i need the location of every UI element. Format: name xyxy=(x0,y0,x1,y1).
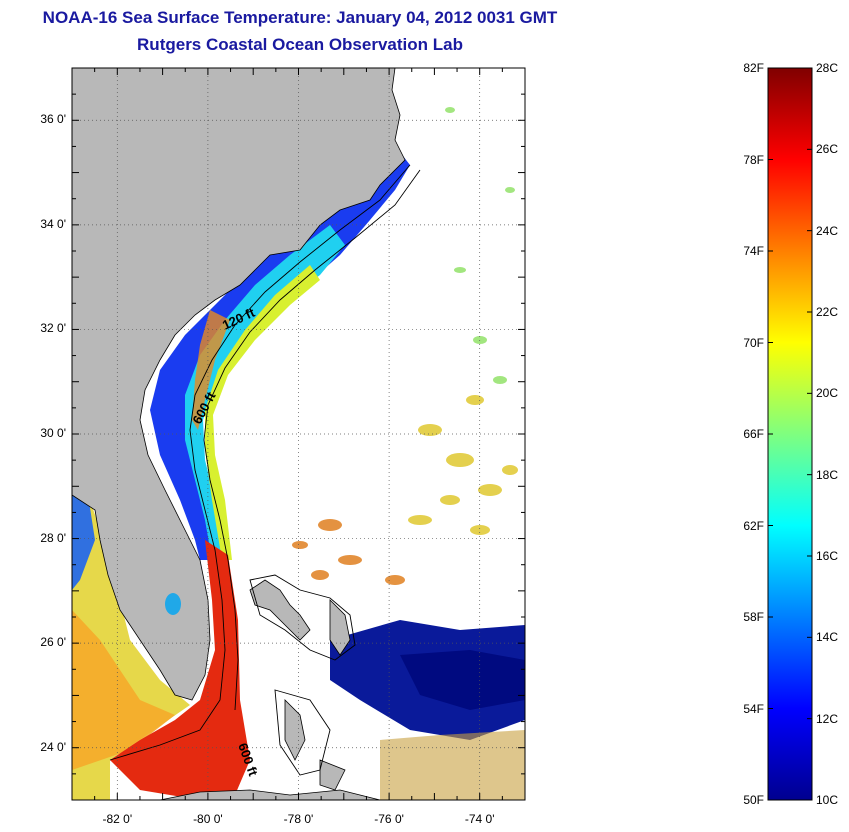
gulf-stream-warm xyxy=(192,310,230,430)
colorbar-fahrenheit-label: 78F xyxy=(743,152,764,167)
x-tick-label: -76 0' xyxy=(374,812,404,826)
y-tick-label: 26 0' xyxy=(40,635,66,650)
y-tick-label: 36 0' xyxy=(40,112,66,127)
y-tick-label: 32 0' xyxy=(40,321,66,336)
colorbar-celsius-label: 14C xyxy=(816,630,839,645)
map-subtitle: Rutgers Coastal Ocean Observation Lab xyxy=(137,35,463,54)
gulf-water-cool xyxy=(72,490,95,590)
x-tick-label: -82 0' xyxy=(102,812,133,826)
colorbar-celsius-label: 16C xyxy=(816,549,839,563)
colorbar-fahrenheit-label: 62F xyxy=(743,518,764,533)
colorbar-fahrenheit-label: 82F xyxy=(743,61,764,75)
bahamas xyxy=(249,579,351,791)
florida-current xyxy=(110,540,250,800)
us-landmass xyxy=(72,68,406,701)
colorbar-celsius-label: 10C xyxy=(816,793,839,807)
cuba xyxy=(159,789,381,800)
coastal-cold-band xyxy=(150,120,410,560)
colorbar-celsius-label: 24C xyxy=(816,223,839,238)
offshore-patches-cool xyxy=(445,107,515,384)
lake-okeechobee xyxy=(165,593,181,615)
map-title: NOAA-16 Sea Surface Temperature: January… xyxy=(42,8,558,27)
south-mixed xyxy=(380,730,525,800)
offshore-patches-warm xyxy=(292,519,405,585)
x-tick-label: -74 0' xyxy=(464,812,495,826)
colorbar-ticks xyxy=(768,67,812,801)
map-ticks xyxy=(71,67,526,801)
offshore-patches xyxy=(408,395,518,535)
colorbar-fahrenheit-label: 58F xyxy=(743,610,764,624)
colorbar-fahrenheit-label: 66F xyxy=(743,427,764,441)
colorbar-fahrenheit-label: 74F xyxy=(743,244,764,258)
y-tick-label: 28 0' xyxy=(40,530,66,545)
x-tick-label: -78 0' xyxy=(283,812,314,826)
colorbar xyxy=(767,67,813,801)
y-tick-label: 30 0' xyxy=(40,426,66,440)
colorbar-celsius-label: 28C xyxy=(816,61,839,75)
x-tick-label: -80 0' xyxy=(193,812,223,826)
colorbar-celsius-label: 12C xyxy=(816,711,839,726)
gulf-water-warm xyxy=(72,610,175,770)
y-tick-label: 24 0' xyxy=(40,739,66,754)
colorbar-fahrenheit-label: 50F xyxy=(743,793,764,807)
coastal-warm-band xyxy=(205,265,320,560)
y-tick-label: 34 0' xyxy=(40,216,66,231)
offshore-cold-patch-2 xyxy=(400,650,525,710)
colorbar-celsius-label: 18C xyxy=(816,467,839,482)
colorbar-celsius-label: 26C xyxy=(816,142,839,157)
colorbar-celsius-label: 20C xyxy=(816,386,839,401)
colorbar-celsius-label: 22C xyxy=(816,305,839,319)
colorbar-fahrenheit-label: 54F xyxy=(743,701,764,716)
colorbar-fahrenheit-label: 70F xyxy=(743,335,764,350)
